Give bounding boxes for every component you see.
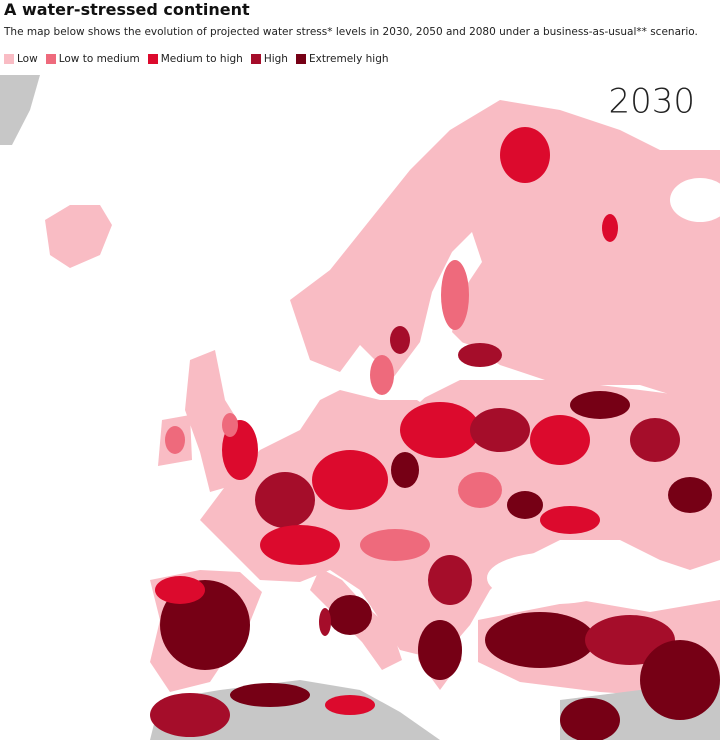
stress-region [230,683,310,707]
stress-region [507,491,543,519]
legend: Low Low to medium Medium to high High Extrem… [4,53,389,65]
sea [670,178,720,222]
legend-swatch [45,54,56,64]
no-data-region [0,75,40,145]
stress-region [400,402,480,458]
legend-item: High [250,53,288,65]
subtitle: The map below shows the evolution of pro… [4,26,698,38]
stress-region [155,576,205,604]
sea [487,552,623,604]
land-region [200,380,720,660]
map: 2030 [0,75,720,740]
stress-region [391,452,419,488]
legend-swatch [4,54,14,64]
stress-region [470,408,530,452]
stress-regions [150,127,720,740]
stress-region [325,695,375,715]
stress-region [458,472,502,508]
year-label: 2030 [608,82,695,122]
stress-region [500,127,550,183]
stress-region [458,343,502,367]
stress-region [418,620,462,680]
stress-region [255,472,315,528]
stress-region [441,260,469,330]
stress-region [640,640,720,720]
stress-region [530,415,590,465]
legend-swatch [295,54,306,64]
stress-region [570,391,630,419]
stress-region [668,477,712,513]
land-region [45,205,112,268]
legend-label: High [263,53,288,65]
stress-region [485,612,595,668]
stress-region [328,595,372,635]
stress-region [630,418,680,462]
legend-item: Medium to high [147,53,243,65]
legend-swatch [250,54,261,64]
stress-region [312,450,388,510]
legend-item: Extremely high [295,53,389,65]
title: A water-stressed continent [4,0,250,19]
stress-region [370,355,394,395]
stress-region [602,214,618,242]
stress-region [260,525,340,565]
stress-region [390,326,410,354]
legend-label: Medium to high [160,53,243,65]
legend-label: Extremely high [308,53,389,65]
legend-swatch [147,54,158,64]
stress-region [165,426,185,454]
legend-label: Low to medium [58,53,140,65]
stress-region [360,529,430,561]
stress-region [150,693,230,737]
stress-region [428,555,472,605]
legend-label: Low [17,53,38,65]
stress-region [222,413,238,437]
stress-region [560,698,620,740]
stress-region [540,506,600,534]
legend-item: Low to medium [45,53,140,65]
stress-region [319,608,331,636]
legend-item: Low [4,53,38,65]
